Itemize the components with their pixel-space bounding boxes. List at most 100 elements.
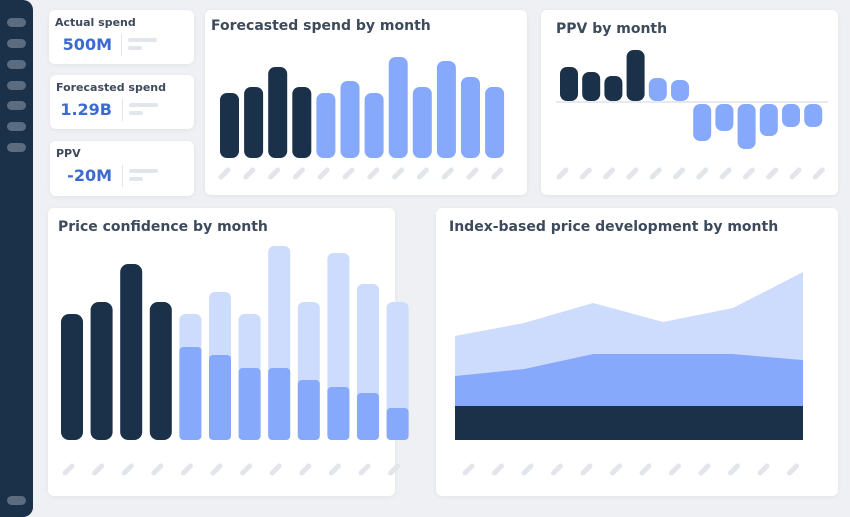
- x-tick-placeholder: [742, 167, 755, 180]
- bar: [209, 355, 231, 440]
- sidebar-item-6[interactable]: [7, 122, 26, 131]
- x-tick-placeholder: [388, 463, 401, 476]
- bar: [461, 77, 480, 158]
- bar: [485, 87, 505, 158]
- x-tick-placeholder: [416, 167, 429, 180]
- bar: [388, 57, 408, 158]
- bar: [582, 72, 601, 101]
- x-tick-placeholder: [218, 167, 231, 180]
- area-light: [455, 272, 803, 376]
- bar: [297, 380, 320, 440]
- chart-title: Forecasted spend by month: [211, 18, 431, 34]
- x-tick-placeholder: [292, 167, 305, 180]
- x-tick-placeholder: [603, 167, 616, 180]
- sidebar-item-2[interactable]: [7, 39, 26, 48]
- x-tick-placeholder: [728, 463, 740, 476]
- bar: [364, 93, 384, 158]
- x-tick-placeholder: [240, 463, 253, 476]
- x-tick-placeholder: [757, 463, 770, 476]
- bar: [626, 50, 645, 101]
- x-tick-placeholder: [317, 167, 330, 180]
- x-tick-placeholder: [521, 463, 534, 476]
- divider: [121, 34, 122, 56]
- bar: [357, 393, 379, 440]
- x-tick-placeholder: [180, 463, 193, 476]
- bar: [120, 264, 143, 440]
- sidebar-item-7[interactable]: [7, 143, 26, 152]
- x-tick-placeholder: [269, 463, 282, 476]
- sidebar-item-1[interactable]: [7, 18, 26, 27]
- area-mid: [455, 354, 803, 406]
- bar: [61, 314, 83, 440]
- x-tick-placeholder: [669, 463, 681, 476]
- x-tick-placeholder: [789, 167, 802, 180]
- bar: [782, 104, 800, 127]
- placeholder-line: [129, 169, 158, 173]
- x-tick-placeholder: [466, 167, 479, 180]
- sidebar: [0, 0, 33, 517]
- x-tick-placeholder: [649, 167, 662, 180]
- x-tick-placeholder: [342, 167, 355, 180]
- bar: [560, 67, 578, 101]
- x-tick-placeholder: [698, 463, 711, 476]
- sidebar-item-5[interactable]: [7, 101, 26, 110]
- kpi-value: -20M: [67, 166, 112, 185]
- divider: [122, 99, 123, 121]
- x-tick-placeholder: [151, 463, 164, 476]
- kpi-value: 500M: [62, 35, 112, 54]
- bar: [149, 302, 172, 440]
- placeholder-line: [129, 111, 143, 115]
- bar: [268, 67, 288, 158]
- x-tick-placeholder: [626, 167, 639, 180]
- sidebar-item-4[interactable]: [7, 81, 26, 90]
- x-tick-placeholder: [92, 463, 105, 476]
- bar: [436, 61, 456, 158]
- kpi-card-ppv[interactable]: PPV -20M: [50, 141, 194, 196]
- bar: [648, 78, 667, 101]
- x-tick-placeholder: [243, 167, 256, 180]
- bar: [386, 408, 409, 440]
- placeholder-line: [128, 38, 157, 42]
- bar: [693, 104, 712, 141]
- x-tick-placeholder: [491, 167, 504, 180]
- bar: [268, 368, 291, 440]
- x-tick-placeholder: [367, 167, 380, 180]
- bar: [412, 87, 432, 158]
- x-tick-placeholder: [696, 167, 709, 180]
- bar-upper: [386, 302, 409, 440]
- sidebar-item-3[interactable]: [7, 60, 26, 69]
- kpi-title: PPV: [56, 147, 81, 160]
- x-tick-placeholder: [268, 167, 281, 180]
- placeholder-line: [128, 46, 142, 50]
- x-tick-placeholder: [358, 463, 371, 476]
- divider: [122, 165, 123, 187]
- kpi-card-actual-spend[interactable]: Actual spend 500M: [49, 10, 194, 64]
- bar: [604, 76, 623, 101]
- x-tick-placeholder: [441, 167, 454, 180]
- x-tick-placeholder: [121, 463, 134, 476]
- bar: [715, 104, 734, 131]
- kpi-title: Forecasted spend: [56, 81, 167, 94]
- bar: [804, 104, 823, 127]
- x-tick-placeholder: [787, 463, 799, 476]
- kpi-value: 1.29B: [60, 100, 112, 119]
- bar: [340, 81, 360, 158]
- x-tick-placeholder: [299, 463, 312, 476]
- x-tick-placeholder: [719, 167, 732, 180]
- x-tick-placeholder: [639, 463, 652, 476]
- kpi-title: Actual spend: [55, 16, 136, 29]
- bar: [327, 387, 350, 440]
- x-tick-placeholder: [62, 463, 75, 476]
- x-tick-placeholder: [328, 463, 341, 476]
- area-dark: [455, 406, 803, 440]
- sidebar-item-bottom[interactable]: [7, 496, 26, 505]
- placeholder-line: [129, 177, 143, 181]
- x-tick-placeholder: [610, 463, 622, 476]
- chart-title: PPV by month: [556, 21, 668, 37]
- x-tick-placeholder: [392, 167, 405, 180]
- bar: [220, 93, 239, 158]
- kpi-card-forecasted-spend[interactable]: Forecasted spend 1.29B: [50, 75, 194, 129]
- chart-title: Price confidence by month: [58, 219, 268, 235]
- bar: [179, 347, 202, 440]
- bar: [292, 87, 312, 158]
